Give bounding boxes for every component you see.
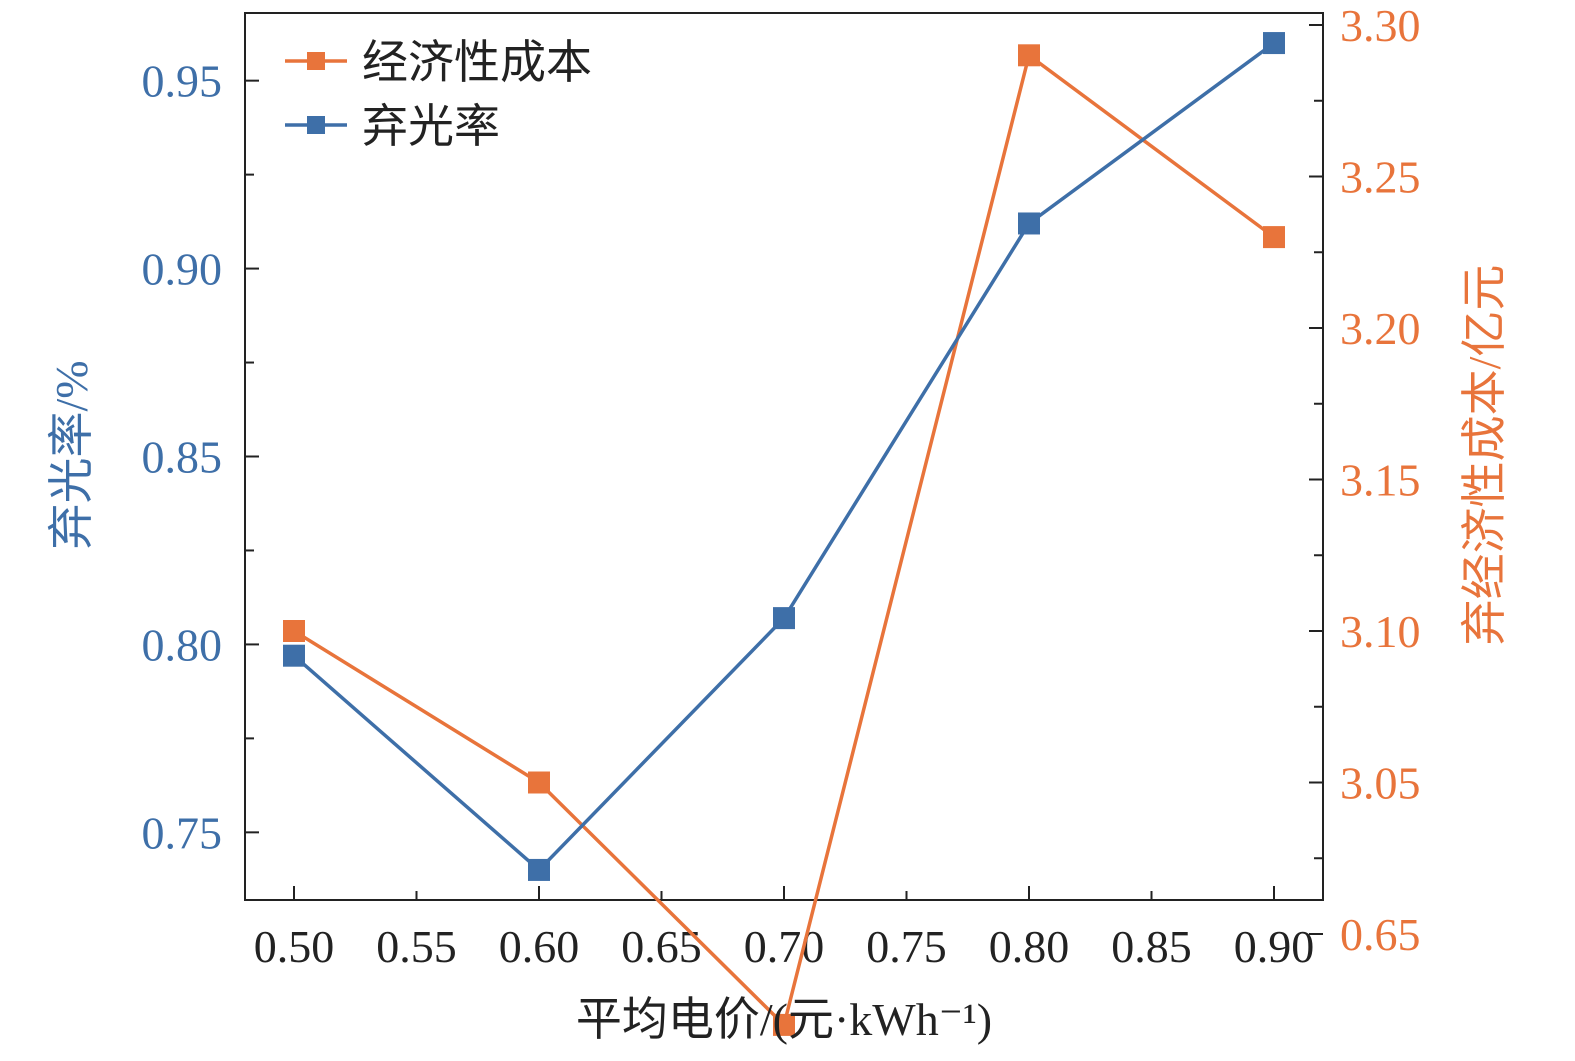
x-tick-label: 0.80: [989, 921, 1070, 972]
right-tick-label: 3.25: [1340, 152, 1421, 203]
x-axis-title: 平均电价/(元·kWh⁻¹): [576, 994, 992, 1045]
series-point-1: [283, 644, 305, 667]
series-point-1: [1018, 212, 1040, 235]
left-tick-label: 0.75: [142, 807, 223, 858]
right-tick-label: 3.15: [1340, 455, 1421, 506]
series-layer: [283, 32, 1285, 1036]
right-tick-label: 3.30: [1340, 0, 1421, 51]
right-tick-label: 3.20: [1340, 303, 1421, 354]
legend: 经济性成本 弃光率: [285, 37, 592, 152]
left-tick-label: 0.80: [142, 619, 223, 670]
series-point-0: [1263, 226, 1285, 249]
legend-label-curtailment: 弃光率: [362, 101, 500, 152]
legend-marker-curtailment: [307, 116, 325, 134]
series-point-1: [1263, 32, 1285, 55]
series-point-0: [283, 620, 305, 642]
left-axis-title: 弃光率/%: [46, 360, 97, 549]
series-point-1: [528, 858, 550, 881]
series-point-0: [528, 771, 550, 794]
x-tick-label: 0.60: [499, 921, 580, 972]
left-tick-label: 0.85: [142, 432, 223, 483]
series-line-1: [292, 41, 1276, 873]
right-tick-label: 3.10: [1340, 606, 1421, 657]
x-tick-label: 0.65: [621, 921, 702, 972]
x-tick-label: 0.85: [1111, 921, 1192, 972]
legend-label-cost: 经济性成本: [362, 37, 592, 88]
series-point-1: [773, 607, 795, 630]
right-tick-label: 3.05: [1340, 758, 1421, 809]
legend-marker-cost: [307, 52, 325, 70]
series-point-0: [1018, 44, 1040, 67]
ticks-layer: 0.50 0.55 0.60 0.65 0.70 0.75 0.80 0.85 0.90 0.75…: [142, 0, 1421, 972]
series-line-0: [293, 52, 1276, 1029]
left-tick-label: 0.95: [142, 56, 223, 107]
x-tick-label: 0.50: [254, 921, 335, 972]
right-axis-title: 弃经济性成本/亿元: [1459, 265, 1510, 646]
series-point-0: [773, 1013, 795, 1036]
x-tick-label: 0.55: [376, 921, 457, 972]
x-tick-label: 0.70: [744, 921, 825, 972]
left-tick-label: 0.90: [142, 244, 223, 295]
right-tick-label: 0.65: [1340, 909, 1421, 960]
x-tick-label: 0.75: [866, 921, 947, 972]
x-tick-label: 0.90: [1234, 921, 1315, 972]
